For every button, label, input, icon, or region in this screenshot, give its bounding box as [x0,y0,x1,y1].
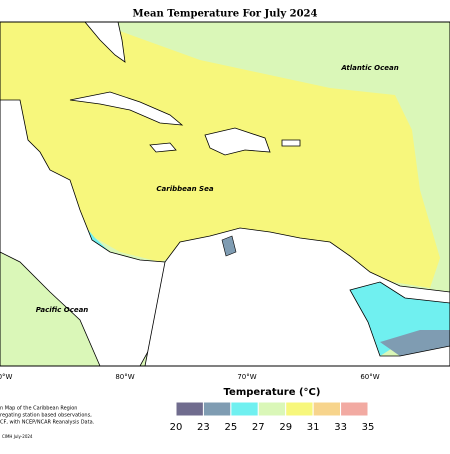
hispaniola [204,127,271,156]
legend-swatch [285,401,314,417]
legend-swatch [257,401,287,417]
legend-tick-label: 33 [334,422,347,433]
legend-tick-label: 23 [197,422,210,433]
legend-tick-label: 35 [362,422,375,433]
title: Mean Temperature For July 2024 [133,9,318,20]
lon-label: 60°W [360,373,379,381]
lon-label: 70°W [237,373,256,381]
legend-tick-label: 20 [170,422,183,433]
sea-yellow [0,22,440,288]
credit: n Map of the Caribbean Region [0,406,77,412]
legend-swatch [312,401,342,417]
legend-tick-label: 31 [307,422,320,433]
legend-title: Temperature (°C) [224,387,321,398]
ocean-label: Atlantic Ocean [340,64,398,72]
south-america [144,227,450,367]
jamaica [149,142,177,153]
sea-label: Caribbean Sea [156,185,213,193]
cuba [69,91,184,126]
legend-tick-label: 27 [252,422,265,433]
legend-swatch [340,401,369,417]
credit: CIMH July-2024 [2,434,33,439]
central-america [0,99,176,367]
lon-label: 0°W [0,373,13,381]
legend-swatch [202,401,232,417]
credit: regating station based observations, [0,413,92,419]
lon-label: 80°W [115,373,134,381]
puerto-rico [281,139,301,147]
legend-tick-label: 29 [279,422,292,433]
ocean-label: Pacific Ocean [36,306,89,314]
credit: CF, with NCEP/NCAR Reanalysis Data. [0,420,95,426]
legend-swatch [230,401,259,417]
legend-swatch [175,401,204,417]
lake-maracaibo [221,235,237,257]
map: Atlantic Ocean Caribbean Sea Pacific Oce… [0,21,450,381]
legend: 20 23 25 27 29 31 33 35 [170,401,375,433]
legend-tick-label: 25 [224,422,237,433]
map-frame [0,21,450,367]
